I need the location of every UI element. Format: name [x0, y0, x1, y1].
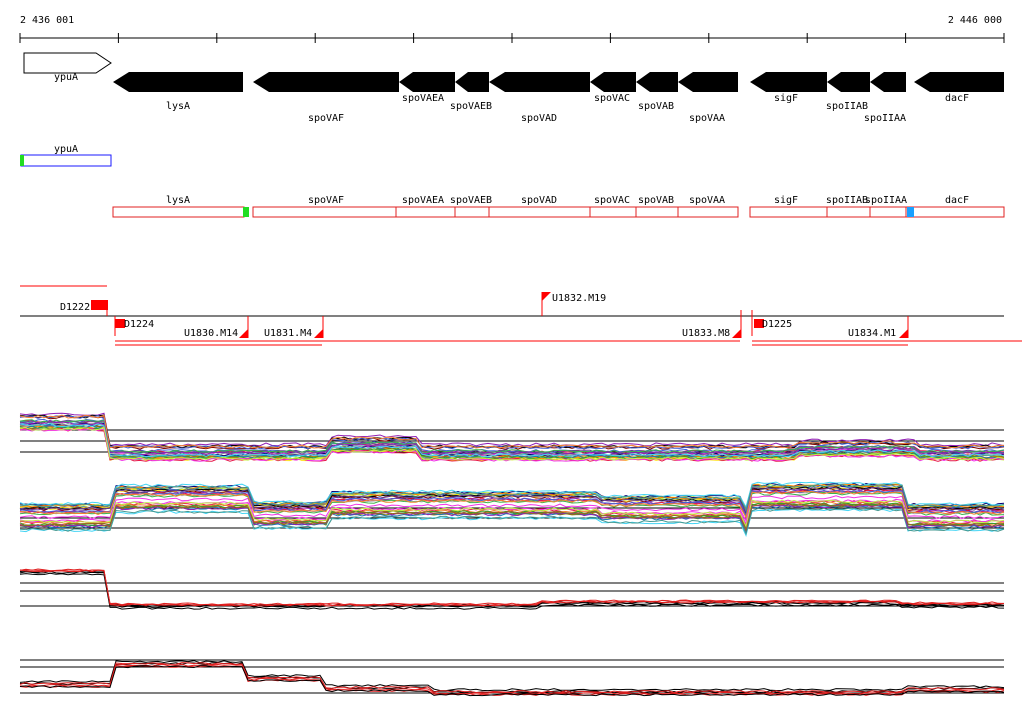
gene-arrow-lysA[interactable]: lysA — [113, 72, 243, 112]
segment-U1831-M4[interactable]: U1831.M4 — [264, 316, 324, 339]
transcript-spoVAF[interactable]: spoVAF — [252, 195, 397, 218]
transcript-dacF[interactable]: dacF — [905, 195, 1005, 218]
gene-arrow-spoIIAA[interactable]: spoIIAA — [864, 72, 906, 124]
transcript-label: dacF — [945, 195, 969, 206]
gene-label: sigF — [774, 93, 798, 104]
segmentation-track: D1222 U1832.M19 D1224 U1830.M14 U1831.M4 — [20, 285, 1022, 346]
gene-label: spoIIAA — [864, 113, 906, 124]
transcript-label: spoIIAA — [865, 195, 907, 206]
segment-U1830-M14[interactable]: U1830.M14 — [184, 316, 249, 339]
segment-U1834-M1[interactable]: U1834.M1 — [848, 316, 909, 339]
transcript-label: lysA — [166, 195, 190, 206]
gene-label: spoVAF — [308, 113, 344, 124]
gene-label: spoVAD — [521, 113, 557, 124]
transcript-label: spoVAD — [521, 195, 557, 206]
transcript-label: spoIIAB — [826, 195, 868, 206]
transcript-start-marker — [243, 207, 249, 217]
gene-label: spoVAA — [689, 113, 725, 124]
segment-U1832-M19[interactable]: U1832.M19 — [541, 292, 606, 316]
forward-transcript-track: ypuA — [20, 144, 112, 167]
gene-label: spoIIAB — [826, 101, 868, 112]
gene-arrow-spoVAEB[interactable]: spoVAEB — [450, 72, 492, 112]
transcript-label: spoVAA — [689, 195, 725, 206]
gene-arrow-ypuA[interactable]: ypuA — [23, 52, 112, 83]
gene-arrow-sigF[interactable]: sigF — [750, 72, 827, 104]
transcript-start-marker — [20, 155, 24, 166]
transcript-spoVAD[interactable]: spoVAD — [488, 195, 591, 218]
gene-arrow-spoVAA[interactable]: spoVAA — [678, 72, 738, 124]
segment-label: U1830.M14 — [184, 328, 238, 339]
gene-label: lysA — [166, 101, 190, 112]
segment-label: U1834.M1 — [848, 328, 896, 339]
segment-label: D1224 — [124, 319, 154, 330]
transcript-label: spoVAB — [638, 195, 674, 206]
transcript-label: ypuA — [54, 144, 78, 155]
ruler-start-label: 2 436 001 — [20, 15, 74, 26]
transcript-spoIIAB[interactable]: spoIIAB — [826, 195, 871, 218]
segment-label: U1833.M8 — [682, 328, 730, 339]
segment-label: U1831.M4 — [264, 328, 312, 339]
gene-annotation-track: ypuA lysA spoVAF spoVAEA spoVAEB spoVAD — [23, 52, 1004, 124]
segment-D1222[interactable]: D1222 — [60, 300, 108, 316]
gene-label: dacF — [945, 93, 969, 104]
segment-label: D1222 — [60, 302, 90, 313]
gene-arrow-spoIIAB[interactable]: spoIIAB — [826, 72, 870, 112]
segment-label: D1225 — [762, 319, 792, 330]
gene-arrow-spoVAF[interactable]: spoVAF — [253, 72, 399, 124]
transcript-label: sigF — [774, 195, 798, 206]
gene-label: ypuA — [54, 72, 78, 83]
segment-label: U1832.M19 — [552, 293, 606, 304]
expression-panel-3 — [19, 568, 1005, 610]
expression-profile-panels — [19, 412, 1005, 697]
transcript-label: spoVAC — [594, 195, 630, 206]
segment-D1224[interactable]: D1224 — [114, 316, 154, 336]
gene-arrow-spoVAEA[interactable]: spoVAEA — [399, 72, 455, 104]
gene-label: spoVAEB — [450, 101, 492, 112]
gene-arrow-spoVAD[interactable]: spoVAD — [489, 72, 590, 124]
expression-panel-1 — [19, 412, 1005, 462]
transcript-label: spoVAEB — [450, 195, 492, 206]
segment-U1833-M8[interactable]: U1833.M8 — [682, 310, 742, 339]
gene-label: spoVAB — [638, 101, 674, 112]
transcript-end-marker — [907, 207, 914, 217]
gene-label: spoVAC — [594, 93, 630, 104]
coordinate-ruler: 2 436 001 2 446 000 — [19, 15, 1005, 43]
transcript-ypuA[interactable]: ypuA — [20, 144, 112, 167]
expression-panel-4 — [19, 659, 1005, 697]
segment-D1225[interactable]: D1225 — [751, 310, 792, 336]
transcript-sigF[interactable]: sigF — [749, 195, 828, 218]
transcript-spoVAC[interactable]: spoVAC — [589, 195, 637, 218]
transcript-spoVAB[interactable]: spoVAB — [635, 195, 679, 218]
reverse-transcript-track: lysA spoVAF spoVAEA spoVAEB spoVAD spoVA… — [112, 195, 1005, 218]
gene-arrow-spoVAB[interactable]: spoVAB — [636, 72, 678, 112]
gene-label: spoVAEA — [402, 93, 444, 104]
transcript-spoIIAA[interactable]: spoIIAA — [865, 195, 907, 218]
transcript-label: spoVAF — [308, 195, 344, 206]
gene-arrow-dacF[interactable]: dacF — [914, 72, 1004, 104]
transcript-spoVAA[interactable]: spoVAA — [677, 195, 739, 218]
transcript-label: spoVAEA — [402, 195, 444, 206]
expression-panel-2 — [19, 481, 1005, 537]
transcript-lysA[interactable]: lysA — [112, 195, 249, 218]
transcript-spoVAEB[interactable]: spoVAEB — [450, 195, 492, 218]
transcript-spoVAEA[interactable]: spoVAEA — [395, 195, 456, 218]
gene-arrow-spoVAC[interactable]: spoVAC — [590, 72, 636, 104]
ruler-end-label: 2 446 000 — [948, 15, 1002, 26]
